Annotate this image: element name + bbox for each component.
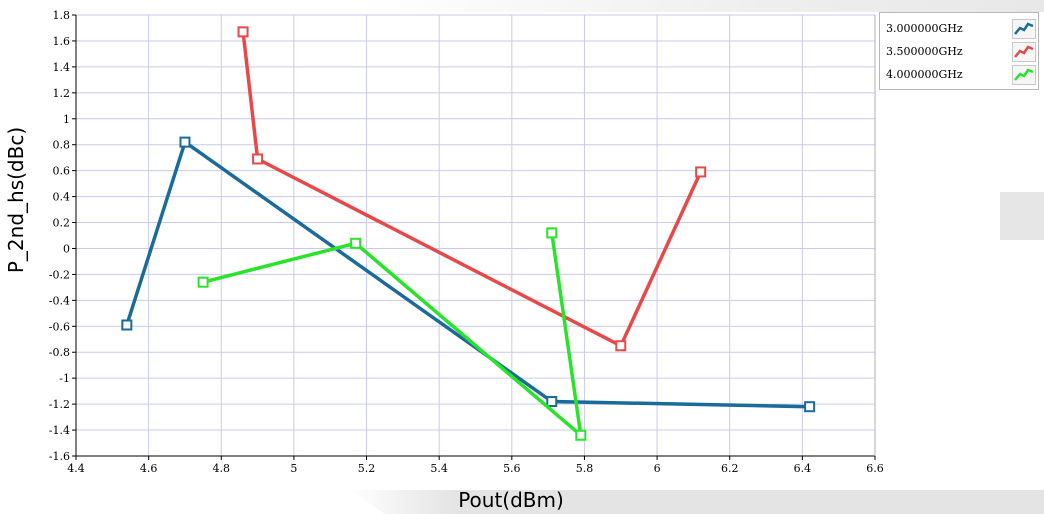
x-axis-title: Pout(dBm) — [458, 488, 564, 512]
x-tick-label: 6 — [654, 462, 661, 475]
y-tick-label: -1.4 — [49, 424, 70, 437]
data-point-marker — [804, 401, 816, 413]
y-tick-label: -0.2 — [49, 268, 70, 281]
x-tick-label: 4.4 — [67, 462, 85, 475]
background-band-bottom — [350, 490, 1044, 514]
data-point-marker — [252, 153, 264, 165]
y-tick-label: -0.8 — [49, 346, 70, 359]
series-line — [125, 140, 810, 409]
legend-label: 3.000000GHz — [886, 22, 963, 35]
line-swatch-icon — [1012, 19, 1036, 39]
y-tick-label: 1.8 — [53, 9, 71, 22]
y-tick-label: 1.4 — [53, 61, 71, 74]
data-point-marker — [237, 26, 249, 38]
legend-entry: 3.500000GHz — [886, 42, 1036, 64]
x-tick-label: 4.8 — [213, 462, 231, 475]
y-axis-title: P_2nd_hs(dBc) — [4, 127, 28, 273]
x-tick-label: 5.8 — [576, 462, 594, 475]
y-tick-label: 0 — [63, 242, 70, 255]
series-group — [121, 26, 816, 441]
y-tick-label: 1.6 — [53, 35, 71, 48]
data-point-marker — [197, 276, 209, 288]
y-tick-label: 1 — [63, 113, 70, 126]
axes: 4.4 4.6 4.8 5 5.2 5.4 5.6 5.8 6 6.2 6.4 6.6 1.8 1.6 1.… — [49, 9, 884, 475]
y-tick-label: -1.2 — [49, 398, 70, 411]
legend-swatch-line — [1014, 68, 1034, 81]
data-point-marker — [546, 227, 558, 239]
legend-entry: 3.000000GHz — [886, 19, 1036, 41]
x-tick-label: 4.6 — [140, 462, 158, 475]
legend-entry: 4.000000GHz — [886, 65, 1036, 87]
x-tick-label: 5.6 — [503, 462, 521, 475]
y-tick-label: -0.6 — [49, 320, 70, 333]
line-swatch-icon — [1012, 65, 1036, 85]
y-tick-label: 0.8 — [53, 139, 71, 152]
x-tick-label: 6.2 — [721, 462, 739, 475]
data-point-marker — [121, 319, 133, 331]
x-tick-label: 5.2 — [358, 462, 376, 475]
y-tick-label: 1.2 — [53, 87, 71, 100]
y-tick-label: 0.4 — [53, 191, 71, 204]
y-tick-label: -1 — [59, 372, 70, 385]
legend-swatch-line — [1014, 22, 1034, 35]
y-tick-label: -1.6 — [49, 450, 70, 463]
x-tick-label: 5 — [290, 462, 297, 475]
legend: 3.000000GHz 3.500000GHz 4.000000GHz — [879, 12, 1039, 90]
x-tick-label: 6.4 — [794, 462, 812, 475]
legend-label: 4.000000GHz — [886, 68, 963, 81]
data-point-marker — [546, 396, 558, 408]
x-tick-label: 5.4 — [430, 462, 448, 475]
plot-area — [76, 15, 875, 456]
background-band-right — [1000, 192, 1044, 240]
line-swatch-icon — [1012, 42, 1036, 62]
data-point-marker — [615, 340, 627, 352]
y-tick-label: -0.4 — [49, 294, 70, 307]
background-band-top — [360, 0, 1044, 12]
legend-swatch-line — [1014, 45, 1034, 58]
data-point-marker — [575, 429, 587, 441]
series-line — [202, 232, 583, 437]
data-point-marker — [179, 136, 191, 148]
y-tick-label: 0.2 — [53, 217, 71, 230]
legend-label: 3.500000GHz — [886, 45, 963, 58]
x-tick-label: 6.6 — [866, 462, 884, 475]
y-tick-label: 0.6 — [53, 165, 71, 178]
data-point-marker — [350, 237, 362, 249]
series-line — [241, 31, 703, 348]
data-point-marker — [695, 166, 707, 178]
